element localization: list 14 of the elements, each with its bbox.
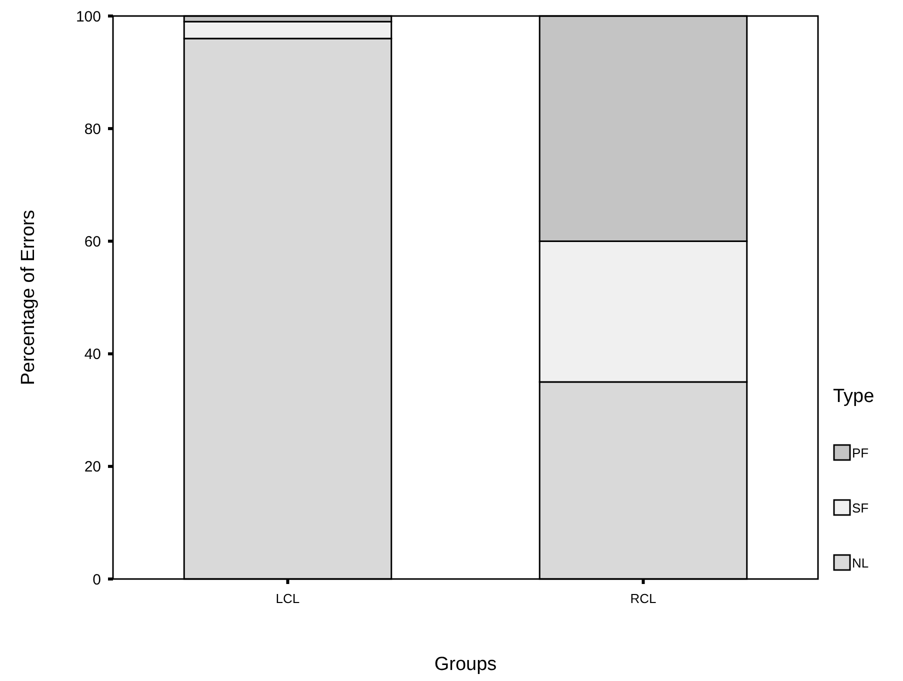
y-tick-label: 40	[84, 346, 101, 364]
x-axis-title: Groups	[434, 654, 497, 675]
legend-title: Type	[833, 386, 874, 407]
legend-label: NL	[852, 556, 869, 571]
legend-label: PF	[852, 446, 869, 461]
y-tick-label: 60	[84, 233, 101, 250]
y-tick-label: 100	[76, 8, 101, 26]
y-tick-label: 20	[84, 458, 101, 476]
y-tick-label: 0	[92, 571, 101, 588]
legend-label: SF	[852, 500, 869, 516]
y-tick-label: 80	[84, 120, 101, 138]
y-axis-title: Percentage of Errors	[18, 210, 39, 386]
x-tick-label: LCL	[276, 591, 300, 606]
x-tick-label: RCL	[630, 591, 656, 606]
